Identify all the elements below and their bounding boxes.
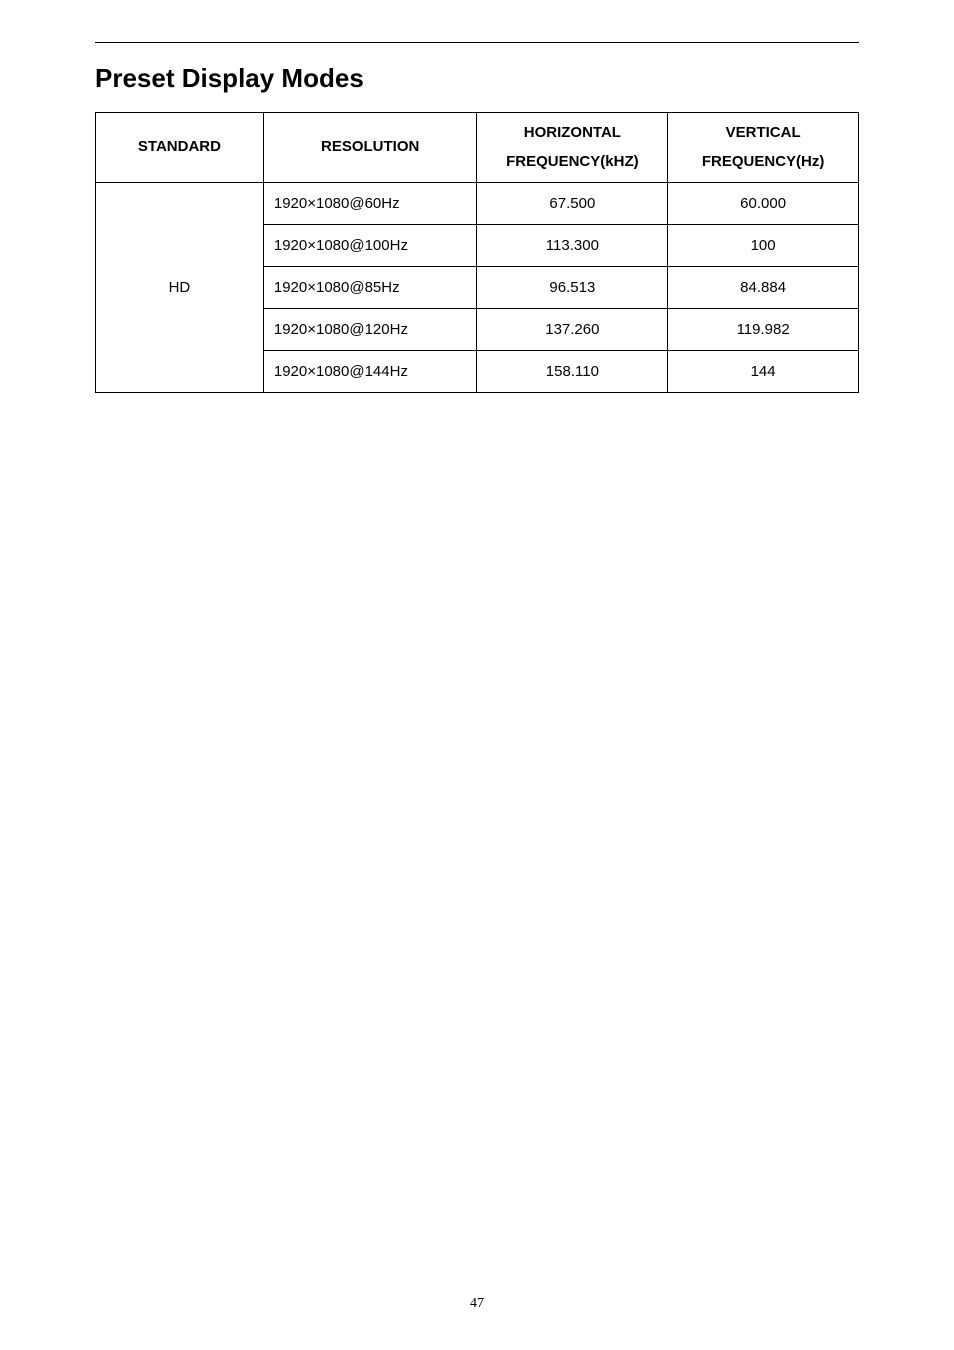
cell-standard: HD	[96, 183, 264, 393]
col-header-resolution: RESOLUTION	[263, 113, 477, 183]
col-header-horizontal: HORIZONTAL FREQUENCY(kHZ)	[477, 113, 668, 183]
col-header-vertical-line2: FREQUENCY(Hz)	[702, 153, 825, 170]
col-header-vertical-line1: VERTICAL	[726, 124, 801, 141]
cell-vertical-freq: 144	[668, 351, 859, 393]
cell-vertical-freq: 100	[668, 225, 859, 267]
table-row: HD 1920×1080@60Hz 67.500 60.000	[96, 183, 859, 225]
page: Preset Display Modes STANDARD RESOLUTION…	[0, 0, 954, 1350]
cell-horizontal-freq: 96.513	[477, 267, 668, 309]
cell-resolution: 1920×1080@100Hz	[263, 225, 477, 267]
page-title: Preset Display Modes	[95, 63, 859, 94]
col-header-horizontal-line2: FREQUENCY(kHZ)	[506, 153, 639, 170]
top-rule	[95, 42, 859, 43]
cell-resolution: 1920×1080@120Hz	[263, 309, 477, 351]
cell-vertical-freq: 119.982	[668, 309, 859, 351]
cell-horizontal-freq: 67.500	[477, 183, 668, 225]
page-number: 47	[0, 1296, 954, 1312]
col-header-horizontal-line1: HORIZONTAL	[524, 124, 621, 141]
col-header-vertical: VERTICAL FREQUENCY(Hz)	[668, 113, 859, 183]
cell-horizontal-freq: 158.110	[477, 351, 668, 393]
cell-horizontal-freq: 113.300	[477, 225, 668, 267]
display-modes-table: STANDARD RESOLUTION HORIZONTAL FREQUENCY…	[95, 112, 859, 393]
table-header-row: STANDARD RESOLUTION HORIZONTAL FREQUENCY…	[96, 113, 859, 183]
cell-vertical-freq: 84.884	[668, 267, 859, 309]
cell-resolution: 1920×1080@85Hz	[263, 267, 477, 309]
table-body: HD 1920×1080@60Hz 67.500 60.000 1920×108…	[96, 183, 859, 393]
table-header: STANDARD RESOLUTION HORIZONTAL FREQUENCY…	[96, 113, 859, 183]
cell-vertical-freq: 60.000	[668, 183, 859, 225]
cell-resolution: 1920×1080@144Hz	[263, 351, 477, 393]
cell-horizontal-freq: 137.260	[477, 309, 668, 351]
col-header-standard: STANDARD	[96, 113, 264, 183]
cell-resolution: 1920×1080@60Hz	[263, 183, 477, 225]
